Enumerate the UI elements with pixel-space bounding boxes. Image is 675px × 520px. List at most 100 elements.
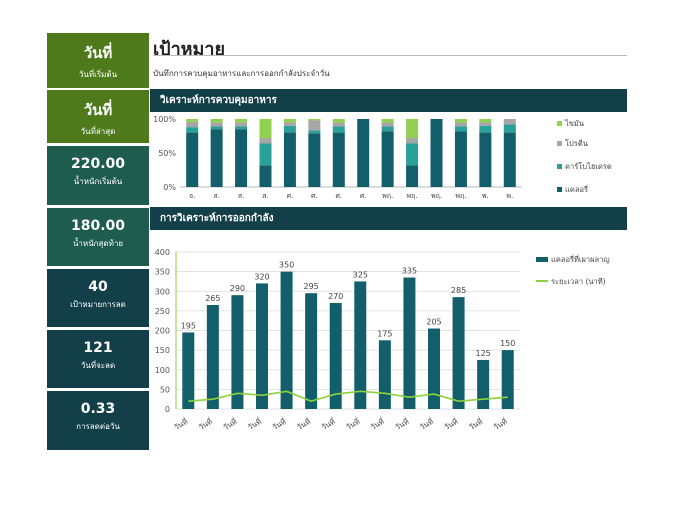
x-tick-label: ศ.	[335, 192, 342, 200]
x-tick-label: วันที่	[270, 416, 287, 432]
stacked-bar-segment	[308, 133, 321, 187]
legend-swatch	[557, 141, 562, 146]
stacked-bar-segment	[186, 132, 199, 187]
x-tick-label: พ.	[482, 192, 489, 200]
x-tick-label: พฤ.	[455, 192, 466, 200]
bar-data-label: 295	[304, 282, 319, 291]
legend-label: ไขมัน	[564, 119, 584, 128]
y-tick-label: 400	[155, 248, 170, 257]
bar-data-label: 150	[500, 339, 515, 348]
x-tick-label: วันที่	[172, 416, 189, 432]
stacked-bar-segment	[454, 131, 467, 187]
legend-label: แคลอรี่	[565, 184, 588, 194]
stacked-bar-segment	[210, 129, 223, 187]
y-tick-label: 250	[155, 307, 170, 316]
days-to-lose-value: 121	[83, 340, 113, 356]
stacked-bar-segment	[503, 119, 516, 125]
calorie-bar	[231, 295, 244, 409]
legend-swatch	[557, 121, 562, 126]
calorie-bar	[354, 281, 367, 409]
stacked-bar-segment	[381, 126, 394, 132]
stacked-bar-segment	[406, 138, 419, 144]
start-weight-value: 220.00	[70, 156, 126, 172]
start-date-value: วันที่	[83, 44, 113, 62]
x-tick-label: วันที่	[418, 416, 435, 432]
start-date-tile: วันที่ วันที่เริ่มต้น	[47, 33, 149, 88]
x-tick-label: วันที่	[467, 416, 484, 432]
stacked-bar-segment	[259, 143, 272, 166]
calorie-bar	[206, 304, 219, 409]
stacked-bar-segment	[332, 132, 345, 187]
x-tick-label: ส.	[238, 192, 245, 200]
stacked-bar-segment	[479, 132, 492, 187]
stacked-bar-segment	[454, 122, 467, 127]
stacked-bar-segment	[186, 127, 199, 133]
x-tick-label: จ.	[189, 192, 195, 200]
stacked-bar-segment	[357, 119, 370, 187]
stacked-bar-segment	[283, 132, 296, 187]
y-tick-label: 50	[160, 385, 170, 394]
loss-per-day-label: การลดต่อวัน	[76, 422, 120, 431]
calorie-bar	[477, 359, 490, 409]
bar-data-label: 325	[353, 270, 368, 279]
stacked-bar-segment	[308, 130, 321, 134]
stacked-bar-segment	[259, 119, 272, 139]
calorie-bar	[501, 350, 514, 409]
bar-data-label: 195	[181, 321, 196, 330]
stacked-bar-segment	[308, 120, 321, 131]
y-tick-label: 150	[155, 346, 170, 355]
legend-label: แคลอรี่ที่เผาผลาญ	[551, 254, 610, 264]
calorie-bar	[305, 293, 318, 409]
stacked-bar-segment	[503, 124, 516, 133]
exercise-analysis-chart: 0 50 100 150 200 250 300 350 400 195 วันที่ 265 วันท…	[155, 248, 610, 432]
stacked-bar-segment	[186, 121, 199, 128]
y-tick-label: 350	[155, 268, 170, 277]
stacked-bar-segment	[381, 122, 394, 127]
stacked-bar-segment	[259, 138, 272, 144]
y-tick-label: 200	[155, 327, 170, 336]
legend-label: โปรตีน	[565, 139, 588, 148]
y-tick-label: 100%	[153, 115, 176, 124]
bar-data-label: 335	[402, 267, 417, 276]
stacked-bar-segment	[210, 122, 223, 127]
x-tick-label: วันที่	[221, 416, 238, 432]
x-tick-label: วันที่	[368, 416, 385, 432]
stacked-bar-segment	[454, 119, 467, 123]
stacked-bar-segment	[283, 119, 296, 123]
bar-data-label: 205	[426, 318, 441, 327]
x-tick-label: พฤ.	[382, 192, 393, 200]
exercise-section-header: การวิเคราะห์การออกกำลัง	[150, 207, 627, 230]
final-weight-value: 180.00	[70, 218, 126, 234]
x-tick-label: ส.	[213, 192, 220, 200]
x-tick-label: วันที่	[491, 416, 508, 432]
stacked-bar-segment	[430, 119, 443, 187]
duration-line	[188, 390, 508, 402]
stacked-bar-segment	[381, 119, 394, 123]
stacked-bar-segment	[503, 132, 516, 187]
stacked-bar-segment	[235, 126, 248, 130]
diet-section-header: วิเคราะห์การควบคุมอาหาร	[150, 89, 627, 112]
start-weight-tile: 220.00 น้ำหนักเริ่มต้น	[47, 146, 149, 205]
calorie-bar	[452, 297, 465, 409]
x-tick-label: วันที่	[319, 416, 336, 432]
bar-data-label: 290	[230, 284, 245, 293]
final-weight-tile: 180.00 น้ำหนักสุดท้าย	[47, 208, 149, 266]
loss-goal-label: เป้าหมายการลด	[70, 300, 126, 309]
bar-data-label: 125	[476, 349, 491, 358]
stacked-bar-segment	[332, 119, 345, 123]
bar-data-label: 285	[451, 286, 466, 295]
latest-date-tile: วันที่ วันที่ล่าสุด	[47, 90, 149, 143]
stacked-bar-segment	[283, 125, 296, 133]
days-to-lose-tile: 121 วันที่จะลด	[47, 330, 149, 388]
stacked-bar-segment	[332, 122, 345, 127]
calorie-bar	[428, 328, 440, 409]
loss-goal-value: 40	[88, 279, 108, 295]
stacked-bar-segment	[406, 165, 419, 187]
stacked-bar-segment	[235, 122, 248, 127]
x-tick-label: วันที่	[295, 416, 312, 432]
stacked-bar-segment	[308, 119, 321, 121]
stacked-bar-segment	[210, 119, 223, 123]
loss-per-day-value: 0.33	[80, 401, 116, 417]
stacked-bar-segment	[406, 119, 419, 139]
loss-per-day-tile: 0.33 การลดต่อวัน	[47, 391, 149, 450]
